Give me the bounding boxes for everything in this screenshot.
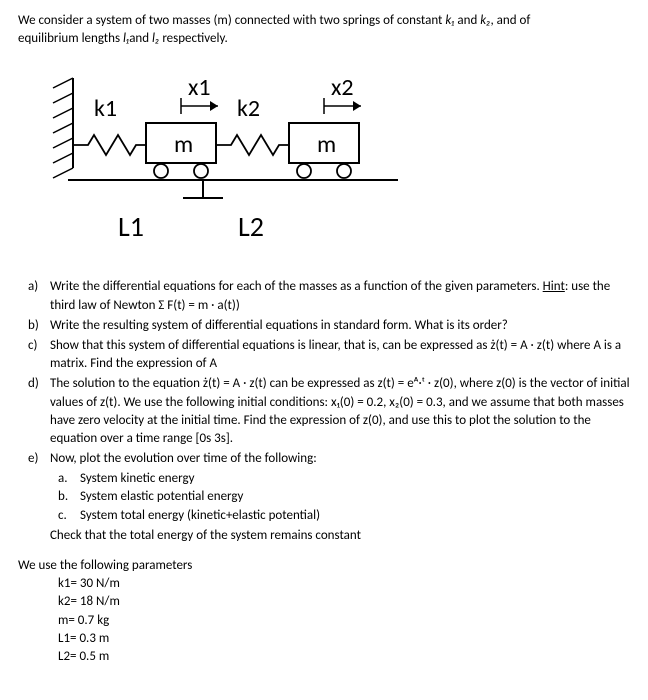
- intro-text-part: and: [129, 31, 152, 46]
- hint-label: Hint: [543, 279, 565, 294]
- sub-text: System elastic potential energy: [80, 488, 243, 506]
- intro-text-part: respectively.: [159, 31, 227, 46]
- question-text: The solution to the equation ż(t) = A · …: [50, 375, 630, 448]
- param-L2: L2= 0.5 m: [58, 648, 630, 666]
- sub-letter: b.: [58, 488, 80, 506]
- question-letter: c): [28, 337, 50, 373]
- question-letter: b): [28, 317, 50, 335]
- diagram-L1-label: L1: [118, 209, 144, 244]
- sub-letter: c.: [58, 507, 80, 525]
- question-e-sub-c: c. System total energy (kinetic+elastic …: [28, 507, 630, 525]
- diagram-k1-label: k1: [94, 94, 117, 123]
- diagram-mass1-label: m: [174, 130, 193, 159]
- param-L1: L1= 0.3 m: [58, 630, 630, 648]
- question-text: Write the differential equations for eac…: [50, 278, 630, 314]
- question-e: e) Now, plot the evolution over time of …: [28, 450, 630, 468]
- questions-list: a) Write the differential equations for …: [18, 278, 630, 545]
- intro-line2: equilibrium lengths l₁and l₂ respectivel…: [18, 30, 630, 48]
- param-k2: k2= 18 N/m: [58, 593, 630, 611]
- params-list: k1= 30 N/m k2= 18 N/m m= 0.7 kg L1= 0.3 …: [18, 575, 630, 666]
- question-letter: d): [28, 375, 50, 448]
- question-e-sub-a: a. System kinetic energy: [28, 470, 630, 488]
- param-k1: k1= 30 N/m: [58, 575, 630, 593]
- intro-text-part: and: [454, 13, 480, 28]
- question-d: d) The solution to the equation ż(t) = A…: [28, 375, 630, 448]
- question-e-sub-b: b. System elastic potential energy: [28, 488, 630, 506]
- intro-text-part: , and of: [491, 13, 531, 28]
- intro-line1: We consider a system of two masses (m) c…: [18, 12, 630, 30]
- sub-letter: a.: [58, 470, 80, 488]
- diagram-x1-label: x1: [188, 73, 211, 102]
- intro-text: We consider a system of two masses (m) c…: [18, 12, 630, 48]
- intro-k2: k₂: [480, 13, 490, 28]
- intro-text-part: equilibrium lengths: [18, 31, 123, 46]
- sub-text: System kinetic energy: [80, 470, 194, 488]
- question-letter: e): [28, 450, 50, 468]
- question-c: c) Show that this system of differential…: [28, 337, 630, 373]
- question-e-check: Check that the total energy of the syste…: [28, 527, 630, 545]
- diagram-k2-label: k2: [237, 94, 260, 123]
- question-text: Now, plot the evolution over time of the…: [50, 450, 630, 468]
- question-letter: a): [28, 278, 50, 314]
- diagram-L2-label: L2: [238, 209, 264, 244]
- params-header: We use the following parameters: [18, 557, 630, 575]
- spring-mass-diagram: m m x1 x2 k1 k2 L1 L2: [38, 68, 630, 248]
- param-m: m= 0.7 kg: [58, 612, 630, 630]
- diagram-mass2-label: m: [317, 130, 336, 159]
- sub-text: System total energy (kinetic+elastic pot…: [80, 507, 320, 525]
- question-text: Write the resulting system of differenti…: [50, 317, 630, 335]
- question-b: b) Write the resulting system of differe…: [28, 317, 630, 335]
- diagram-x2-label: x2: [331, 73, 354, 102]
- intro-text-part: We consider a system of two masses (m) c…: [18, 13, 445, 28]
- question-text: Show that this system of differential eq…: [50, 337, 630, 373]
- question-a: a) Write the differential equations for …: [28, 278, 630, 314]
